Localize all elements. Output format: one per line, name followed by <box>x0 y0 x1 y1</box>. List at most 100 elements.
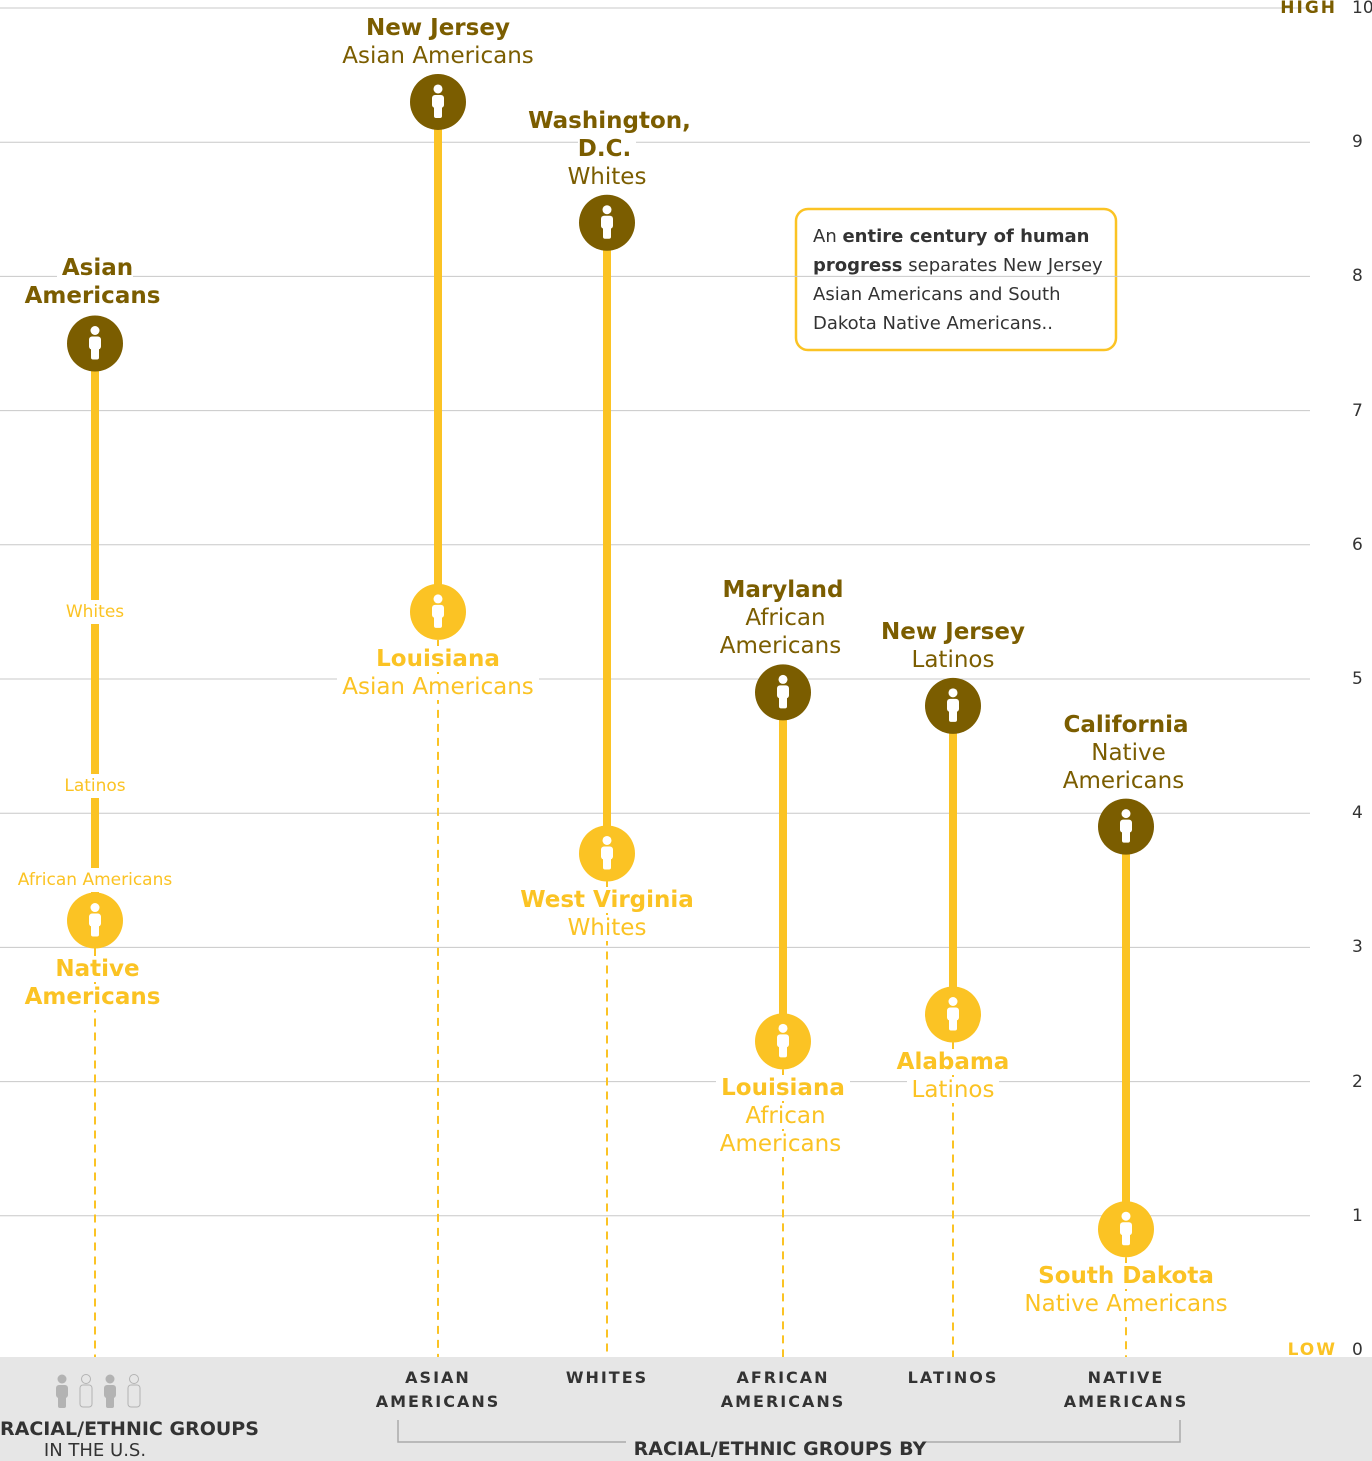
label-line: African Americans <box>708 1102 858 1158</box>
icon-legs <box>1122 829 1130 843</box>
icon-head <box>602 205 612 215</box>
middle-label: Whites <box>62 599 128 624</box>
label-line: Whites <box>507 914 707 942</box>
icon-body <box>432 604 444 618</box>
label-text: New Jersey <box>361 14 515 41</box>
y-tick-label: 8 <box>1352 266 1363 287</box>
icon-outline <box>127 1384 141 1408</box>
label-text: African Americans <box>719 605 847 660</box>
icon-outline <box>129 1374 139 1384</box>
icon-legs <box>1122 1232 1130 1246</box>
middle-label: Latinos <box>61 774 129 799</box>
label-text: Asian Americans <box>24 254 166 309</box>
point-label: Louisiana African Americans <box>708 1074 858 1158</box>
icon-head <box>778 674 788 684</box>
icon-body <box>777 1034 789 1048</box>
group-name: RACIAL/ETHNIC GROUPS BY STATE <box>596 1438 956 1461</box>
y-tick-label: 2 <box>1352 1071 1363 1092</box>
icon-head <box>433 84 443 94</box>
label-text: Latinos <box>906 646 1000 673</box>
icon-head <box>90 326 100 335</box>
label-line: Whites <box>492 163 722 191</box>
overall-subname: IN THE U.S. <box>43 1440 147 1461</box>
x-tick-text: NATIVE AMERICANS <box>1063 1368 1189 1411</box>
axis-low-label: LOW <box>1287 1340 1337 1360</box>
y-tick-label: 0 <box>1352 1340 1363 1360</box>
icon-body <box>601 215 613 229</box>
label-line: Latinos <box>868 1076 1038 1104</box>
point-label: New Jersey Latinos <box>868 618 1038 674</box>
label-text: California <box>1058 711 1194 738</box>
icon-body <box>777 685 789 699</box>
point-label: Alabama Latinos <box>868 1048 1038 1104</box>
x-tick-label: ASIAN AMERICANS <box>363 1366 513 1414</box>
icon-head <box>105 1374 115 1384</box>
overall-name: RACIAL/ETHNIC GROUPS <box>0 1418 259 1440</box>
y-tick-label: 6 <box>1352 534 1363 555</box>
icon-legs <box>58 1395 66 1408</box>
axis-high-label: HIGH <box>1280 0 1337 18</box>
label-text: Washington, D.C. <box>523 107 691 162</box>
point-label: California Native Americans <box>1051 711 1201 795</box>
point-label: West Virginia Whites <box>507 886 707 942</box>
label-text: Whites <box>562 915 652 942</box>
label-line: Maryland <box>708 576 858 604</box>
y-tick-label: 4 <box>1352 803 1363 824</box>
label-text: Alabama <box>891 1048 1015 1075</box>
point-label: Louisiana Asian Americans <box>323 645 553 701</box>
label-text: Asian Americans <box>337 42 539 69</box>
label-text: Latinos <box>906 1076 1000 1103</box>
x-tick-label: NATIVE AMERICANS <box>1051 1366 1201 1414</box>
icon-body <box>1120 1222 1132 1236</box>
label-line: Asian Americans <box>323 42 553 70</box>
y-tick-label: 7 <box>1352 400 1363 421</box>
icon-legs <box>779 1044 787 1058</box>
label-text: New Jersey <box>876 618 1030 645</box>
label-line: New Jersey <box>323 14 553 42</box>
y-tick-label: 5 <box>1352 669 1363 689</box>
icon-legs <box>434 614 442 628</box>
x-tick-label: WHITES <box>532 1366 682 1390</box>
icon-head <box>57 1374 67 1384</box>
label-text: Maryland <box>717 577 849 604</box>
label-text: West Virginia <box>515 887 699 914</box>
x-tick-text: AFRICAN AMERICANS <box>720 1368 846 1411</box>
icon-body <box>1120 819 1132 833</box>
label-text: Louisiana <box>716 1075 850 1102</box>
icon-head <box>433 594 443 604</box>
icon-legs <box>434 104 442 118</box>
label-line: California <box>1051 711 1201 739</box>
icon-body <box>947 698 959 712</box>
icon-legs <box>91 346 99 360</box>
label-line: Native Americans <box>1051 739 1201 795</box>
label-text: Louisiana <box>371 645 505 672</box>
label-text: Native Americans <box>1019 1291 1233 1318</box>
label-line: Asian Americans <box>323 673 553 701</box>
label-line: Louisiana <box>323 645 553 673</box>
icon-head <box>602 835 612 845</box>
annotation-bold: entire century of human progress <box>813 226 1090 276</box>
icon-head <box>778 1023 788 1033</box>
x-tick-label: AFRICAN AMERICANS <box>708 1366 858 1414</box>
middle-label: African Americans <box>14 868 176 893</box>
label-line: South Dakota <box>1011 1262 1241 1290</box>
label-line: Native Americans <box>1011 1290 1241 1318</box>
point-label: Washington, D.C. Whites <box>492 107 722 191</box>
point-label: New Jersey Asian Americans <box>323 14 553 70</box>
label-line: West Virginia <box>507 886 707 914</box>
label-line: Alabama <box>868 1048 1038 1076</box>
icon-head <box>948 688 958 698</box>
icon-legs <box>91 923 99 937</box>
point-label: South Dakota Native Americans <box>1011 1262 1241 1318</box>
label-text: Whites <box>562 163 652 190</box>
icon-outline <box>81 1374 91 1384</box>
label-line: African Americans <box>708 604 858 660</box>
label-text: Native Americans <box>24 955 166 1010</box>
icon-head <box>1121 809 1131 819</box>
icon-body <box>947 1007 959 1021</box>
point-label: Maryland African Americans <box>708 576 858 660</box>
label-text: Native Americans <box>1062 739 1190 794</box>
x-tick-text: LATINOS <box>907 1368 999 1387</box>
